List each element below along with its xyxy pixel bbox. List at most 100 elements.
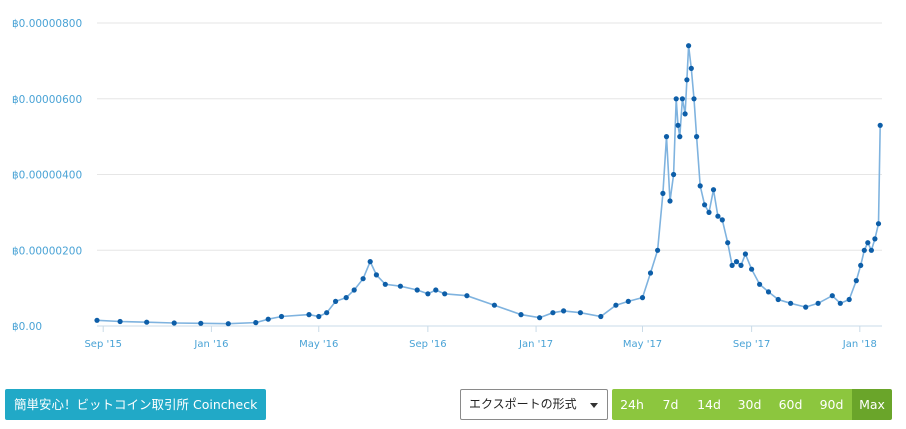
data-point (414, 287, 420, 293)
data-point (144, 319, 150, 325)
x-axis-ticks: Sep '15 Jan '16 May '16 Sep '16 Jan '17 May '… (84, 326, 877, 350)
data-point (351, 287, 357, 293)
data-point (663, 134, 670, 140)
data-point (491, 302, 497, 308)
coincheck-button[interactable]: 簡単安心！ビットコイン取引所 Coincheck (5, 389, 267, 420)
x-tick-label: Sep '16 (409, 339, 447, 350)
data-point (613, 302, 619, 308)
data-point (677, 134, 683, 140)
export-format-label: エクスポートの形式 (469, 397, 577, 411)
y-axis-ticks: ฿0.00 ฿0.00000200 ฿0.00000400 ฿0.00000600 ฿0… (12, 18, 82, 333)
data-point (694, 134, 700, 140)
data-point (278, 313, 285, 320)
data-point (697, 183, 703, 189)
data-point (316, 313, 322, 320)
data-point (733, 259, 740, 265)
price-chart: ฿0.00 ฿0.00000200 ฿0.00000400 ฿0.00000600 ฿0… (12, 18, 883, 350)
data-point (577, 310, 584, 316)
data-point (518, 312, 524, 318)
range-14d-button[interactable]: 14d (689, 389, 729, 420)
y-tick-label: ฿0.00000400 (12, 170, 82, 182)
price-points (94, 43, 883, 327)
data-point (684, 77, 690, 83)
data-point (117, 318, 123, 325)
data-point (679, 96, 686, 102)
data-point (837, 300, 843, 306)
data-point (858, 262, 864, 268)
data-point (537, 315, 543, 321)
range-selector: 24h 7d 14d 30d 60d 90d Max (612, 389, 892, 420)
data-point (198, 320, 204, 326)
data-point (877, 122, 883, 128)
data-point (667, 198, 673, 204)
data-point (775, 296, 781, 303)
y-tick-label: ฿0.00 (12, 321, 42, 333)
range-90d-button[interactable]: 90d (811, 389, 852, 420)
data-point (673, 96, 679, 102)
data-point (171, 320, 177, 326)
data-point (464, 293, 470, 299)
data-point (360, 276, 366, 282)
x-tick-label: May '17 (623, 339, 662, 350)
data-point (324, 310, 330, 316)
data-point (706, 209, 712, 215)
data-point (442, 291, 448, 297)
data-point (729, 262, 735, 268)
data-point (765, 289, 772, 295)
data-point (865, 240, 871, 246)
data-point (715, 213, 721, 219)
range-7d-button[interactable]: 7d (652, 389, 689, 420)
data-point (94, 317, 100, 323)
data-point (815, 300, 821, 306)
range-60d-button[interactable]: 60d (770, 389, 811, 420)
data-point (561, 308, 567, 314)
x-tick-label: Jan '17 (518, 339, 553, 350)
x-tick-label: Jan '16 (193, 339, 228, 350)
data-point (738, 262, 744, 268)
data-point (719, 217, 725, 223)
data-point (333, 298, 339, 304)
price-line (96, 45, 881, 325)
data-point (872, 236, 878, 242)
y-tick-label: ฿0.00000800 (12, 18, 82, 30)
data-point (757, 281, 763, 287)
data-point (846, 296, 852, 303)
x-tick-label: May '16 (299, 339, 338, 350)
data-point (265, 316, 271, 322)
range-30d-button[interactable]: 30d (729, 389, 770, 420)
data-point (343, 295, 349, 301)
data-point (788, 300, 794, 306)
data-point (367, 259, 373, 265)
x-tick-label: Jan '18 (842, 339, 877, 350)
data-point (598, 313, 604, 320)
data-point (749, 266, 755, 272)
data-point (861, 247, 867, 253)
chart-grid (97, 22, 882, 327)
data-point (875, 221, 882, 227)
data-point (655, 247, 661, 253)
data-point (675, 122, 681, 128)
data-point (688, 65, 694, 71)
data-point (853, 278, 859, 284)
caret-down-icon (590, 403, 598, 408)
data-point (639, 295, 646, 301)
data-point (425, 291, 431, 297)
data-point (710, 187, 717, 193)
data-point (382, 281, 388, 287)
data-point (550, 310, 556, 316)
data-point (702, 202, 708, 208)
data-point (373, 272, 379, 278)
export-format-select[interactable]: エクスポートの形式 (460, 389, 608, 420)
data-point (691, 96, 697, 102)
data-point (647, 270, 654, 276)
data-point (742, 251, 749, 257)
data-point (682, 111, 688, 117)
data-point (803, 304, 809, 310)
data-point (868, 247, 875, 253)
range-24h-button[interactable]: 24h (612, 389, 652, 420)
data-point (225, 321, 231, 327)
data-point (625, 298, 631, 304)
range-max-button[interactable]: Max (852, 389, 892, 420)
data-point (397, 283, 403, 289)
data-point (725, 240, 731, 246)
